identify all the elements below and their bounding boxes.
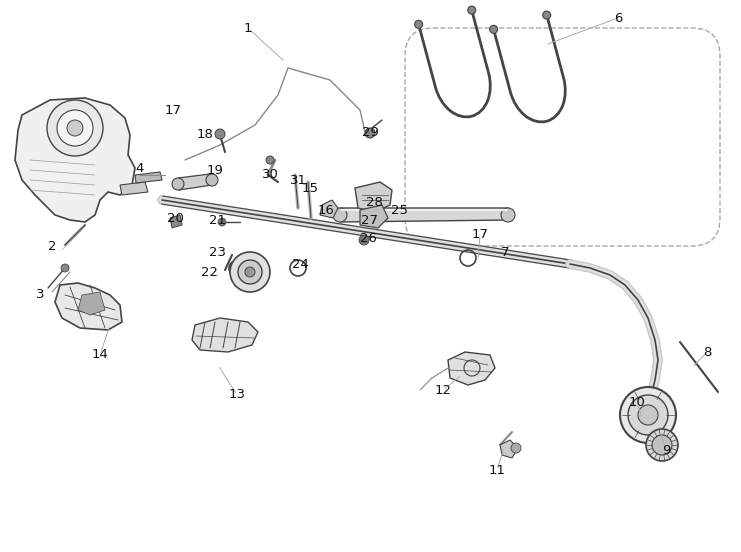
Text: 13: 13 (228, 389, 245, 401)
Text: 30: 30 (262, 168, 279, 182)
Circle shape (646, 429, 678, 461)
Circle shape (266, 156, 274, 164)
Polygon shape (192, 318, 258, 352)
Text: 17: 17 (471, 229, 488, 242)
Polygon shape (448, 352, 495, 385)
Text: 8: 8 (702, 346, 711, 358)
Polygon shape (15, 98, 135, 222)
Circle shape (61, 264, 69, 272)
Text: 11: 11 (488, 464, 505, 476)
Text: 1: 1 (244, 22, 252, 34)
Text: 7: 7 (501, 246, 509, 258)
Text: 29: 29 (362, 125, 379, 139)
Circle shape (206, 174, 218, 186)
Text: 4: 4 (136, 162, 144, 174)
Text: 23: 23 (210, 246, 227, 258)
Polygon shape (360, 205, 388, 228)
Polygon shape (55, 283, 122, 330)
Text: 19: 19 (207, 163, 224, 177)
Text: 10: 10 (628, 396, 645, 410)
Polygon shape (120, 182, 148, 195)
Text: 28: 28 (365, 197, 382, 210)
Circle shape (628, 395, 668, 435)
Circle shape (172, 178, 184, 190)
Text: 2: 2 (47, 241, 56, 253)
Circle shape (245, 267, 255, 277)
Text: 16: 16 (318, 204, 334, 216)
Circle shape (542, 11, 551, 19)
Circle shape (67, 120, 83, 136)
Text: 9: 9 (662, 443, 670, 457)
Circle shape (215, 129, 225, 139)
Circle shape (501, 208, 515, 222)
Circle shape (333, 208, 347, 222)
Circle shape (415, 20, 422, 28)
Text: 25: 25 (391, 204, 408, 216)
Text: 3: 3 (36, 288, 44, 300)
Circle shape (468, 6, 476, 14)
Circle shape (57, 110, 93, 146)
Circle shape (359, 235, 369, 245)
Text: 31: 31 (290, 173, 307, 187)
Circle shape (47, 100, 103, 156)
Circle shape (230, 252, 270, 292)
Polygon shape (78, 292, 105, 315)
Text: 6: 6 (614, 12, 622, 24)
Circle shape (365, 128, 375, 138)
Circle shape (652, 435, 672, 455)
Text: 18: 18 (196, 129, 213, 141)
Circle shape (218, 218, 226, 226)
Polygon shape (170, 215, 182, 228)
Circle shape (620, 387, 676, 443)
Text: 20: 20 (167, 211, 184, 225)
Circle shape (490, 25, 498, 33)
Text: 27: 27 (362, 214, 379, 226)
Text: 15: 15 (302, 182, 319, 194)
Circle shape (238, 260, 262, 284)
Circle shape (638, 405, 658, 425)
Text: 17: 17 (165, 104, 182, 116)
Text: 22: 22 (202, 266, 219, 279)
Polygon shape (340, 208, 510, 222)
Polygon shape (500, 440, 518, 458)
Circle shape (233, 265, 239, 271)
Text: 12: 12 (434, 384, 451, 396)
Polygon shape (135, 172, 162, 183)
Text: 24: 24 (291, 258, 308, 272)
Text: 26: 26 (359, 231, 376, 245)
Circle shape (511, 443, 521, 453)
Polygon shape (355, 182, 392, 212)
Text: 14: 14 (92, 348, 108, 362)
Text: 21: 21 (210, 214, 227, 226)
Polygon shape (320, 200, 338, 218)
Polygon shape (178, 174, 212, 190)
